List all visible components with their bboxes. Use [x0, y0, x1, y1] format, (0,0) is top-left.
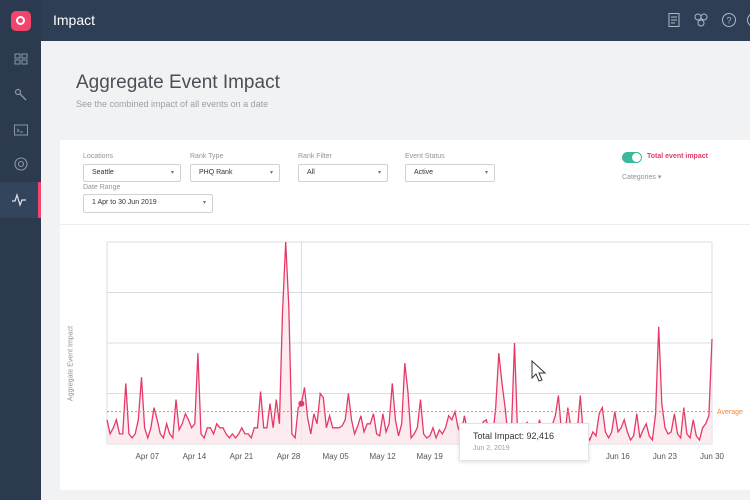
- event-status-value: Active: [414, 169, 434, 176]
- svg-text:?: ?: [726, 16, 731, 26]
- help-icon[interactable]: ?: [720, 11, 738, 29]
- impact-card: Locations Seattle ▾ Rank Type PHQ Rank ▾ R…: [60, 140, 750, 490]
- sidebar-item-explore[interactable]: [0, 77, 41, 113]
- grid-icon: [14, 53, 27, 65]
- locations-value: Seattle: [92, 169, 114, 176]
- x-tick-label: May 12: [369, 452, 396, 461]
- logo-icon: [10, 10, 31, 31]
- chevron-down-icon: ▾: [202, 200, 206, 206]
- date-range-select[interactable]: 1 Apr to 30 Jun 2019 ▾: [83, 194, 213, 213]
- x-tick-label: May 05: [322, 452, 349, 461]
- tooltip-date: Jun 2, 2019: [473, 445, 510, 452]
- x-tick-label: Apr 21: [230, 452, 254, 461]
- filters-panel: Locations Seattle ▾ Rank Type PHQ Rank ▾ R…: [60, 140, 750, 225]
- locations-select[interactable]: Seattle ▾: [83, 164, 181, 182]
- rank-type-value: PHQ Rank: [199, 169, 233, 176]
- user-icon[interactable]: [745, 11, 750, 29]
- sidebar-item-impact[interactable]: [0, 182, 41, 218]
- date-range-label: Date Range: [83, 184, 121, 191]
- network-icon[interactable]: [692, 11, 710, 29]
- x-tick-label: Jun 23: [653, 452, 678, 461]
- categories-label: Categories: [622, 174, 656, 181]
- date-range-value: 1 Apr to 30 Jun 2019: [92, 199, 157, 206]
- locations-label: Locations: [83, 153, 113, 160]
- toggle-label: Total event impact: [647, 153, 708, 160]
- tooltip-title: Total Impact: 92,416: [473, 431, 555, 441]
- sidebar: [0, 0, 41, 500]
- topbar: Impact ?: [41, 0, 750, 41]
- target-icon: [13, 157, 28, 171]
- chevron-down-icon: ▾: [657, 174, 662, 181]
- rank-filter-value: All: [307, 169, 315, 176]
- chevron-down-icon: ▾: [377, 170, 381, 176]
- x-tick-label: May 19: [417, 452, 444, 461]
- sidebar-item-events[interactable]: [0, 112, 41, 148]
- sidebar-item-dashboard[interactable]: [0, 41, 41, 77]
- event-status-label: Event Status: [405, 153, 445, 160]
- sidebar-item-locations[interactable]: [0, 146, 41, 182]
- mouse-cursor-icon: [531, 360, 547, 382]
- document-icon[interactable]: [665, 11, 683, 29]
- pulse-icon: [12, 193, 26, 207]
- chevron-down-icon: ▾: [269, 170, 273, 176]
- rank-filter-label: Rank Filter: [298, 153, 332, 160]
- app-title: Impact: [53, 12, 96, 28]
- terminal-icon: [13, 124, 28, 136]
- chart-area: Aggregate Event Impact Average Apr 07 Apr …: [60, 225, 750, 490]
- x-tick-label: Apr 07: [136, 452, 160, 461]
- x-tick-label: Jun 16: [606, 452, 631, 461]
- chevron-down-icon: ▾: [484, 170, 488, 176]
- chevron-down-icon: ▾: [170, 170, 174, 176]
- impact-chart: Average Apr 07 Apr 14 Apr 21 Apr 28 May 05 May…: [106, 241, 743, 461]
- total-impact-toggle[interactable]: [622, 152, 642, 163]
- categories-dropdown[interactable]: Categories ▾: [622, 173, 661, 181]
- x-tick-label: Apr 14: [183, 452, 207, 461]
- highlight-point: [298, 400, 305, 407]
- rank-type-select[interactable]: PHQ Rank ▾: [190, 164, 280, 182]
- rank-filter-select[interactable]: All ▾: [298, 164, 388, 182]
- chart-tooltip: Total Impact: 92,416 Jun 2, 2019: [459, 423, 589, 461]
- event-status-select[interactable]: Active ▾: [405, 164, 495, 182]
- series-line: [106, 241, 713, 444]
- y-axis-label: Aggregate Event Impact: [67, 325, 75, 402]
- page-title: Aggregate Event Impact: [76, 72, 280, 93]
- app-logo[interactable]: [0, 0, 41, 41]
- rank-type-label: Rank Type: [190, 153, 224, 160]
- x-tick-label: Jun 30: [700, 452, 725, 461]
- average-label: Average: [717, 409, 743, 416]
- wrench-icon: [14, 88, 26, 101]
- page-subtitle: See the combined impact of all events on…: [76, 99, 269, 109]
- x-tick-label: Apr 28: [277, 452, 301, 461]
